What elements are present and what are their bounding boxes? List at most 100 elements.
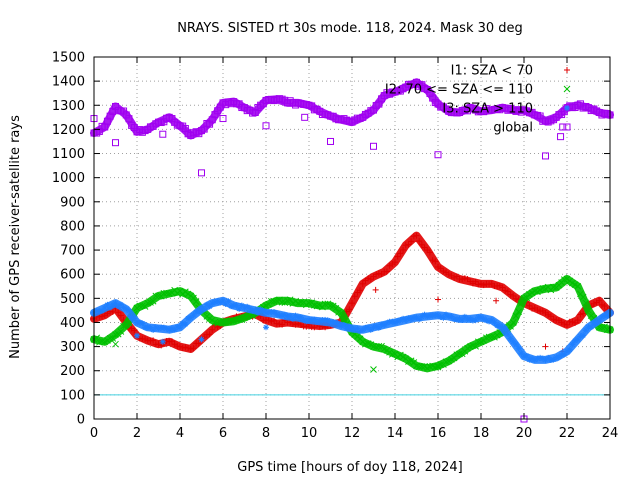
data-point — [271, 317, 278, 324]
outlier-point — [542, 343, 549, 350]
data-point — [512, 295, 519, 302]
series-4 — [90, 78, 614, 423]
data-point — [163, 338, 170, 345]
data-point — [405, 241, 412, 248]
data-point — [206, 303, 213, 310]
data-point — [529, 355, 536, 362]
data-point — [303, 318, 310, 325]
data-point — [451, 274, 458, 281]
data-point — [217, 299, 224, 306]
data-point — [421, 85, 429, 93]
data-point — [572, 337, 579, 344]
data-point — [260, 317, 267, 324]
data-point — [431, 99, 439, 107]
data-point — [195, 130, 203, 138]
data-point — [168, 338, 175, 345]
data-point — [526, 302, 533, 309]
legend-marker-1 — [564, 67, 570, 73]
outlier-point — [159, 130, 167, 138]
data-point — [432, 258, 439, 265]
data-point — [388, 88, 396, 96]
axis-layer: 0 2 4 6 8 10 12 14 16 18 20 22 240100200300400500600… — [52, 51, 618, 442]
outlier-point — [262, 122, 270, 130]
outlier-point — [434, 363, 442, 371]
data-point — [474, 108, 482, 116]
data-point — [335, 308, 342, 316]
data-point — [582, 299, 590, 307]
data-point — [99, 307, 106, 314]
data-point — [394, 253, 401, 260]
data-point — [139, 320, 146, 327]
data-point — [356, 335, 364, 343]
data-point — [580, 310, 587, 317]
data-point — [507, 291, 514, 298]
x-axis-label: GPS time [hours of doy 118, 2024] — [237, 460, 462, 475]
data-point — [486, 281, 493, 288]
x-tick-label: 2 — [133, 426, 141, 441]
data-point — [281, 96, 289, 104]
data-point — [131, 327, 138, 334]
data-point — [345, 117, 353, 125]
data-point — [588, 324, 595, 331]
data-point — [432, 312, 439, 319]
data-point — [268, 297, 275, 305]
data-point — [185, 344, 192, 351]
data-point — [222, 318, 230, 326]
data-point — [281, 299, 289, 306]
data-point — [485, 333, 493, 341]
data-point — [598, 323, 606, 331]
data-point — [550, 116, 558, 124]
data-point — [442, 105, 450, 113]
data-point — [249, 307, 256, 314]
data-point — [182, 321, 189, 328]
data-point — [507, 335, 514, 342]
y-tick-label: 1200 — [52, 123, 85, 138]
data-point — [464, 276, 471, 283]
data-point — [152, 120, 160, 128]
data-point — [281, 311, 288, 318]
data-point — [359, 280, 366, 287]
data-point — [571, 104, 579, 112]
data-point — [453, 109, 461, 117]
data-point — [351, 293, 358, 300]
data-point — [109, 107, 117, 115]
y-tick-label: 100 — [60, 388, 85, 403]
data-point — [292, 297, 299, 305]
data-point — [443, 311, 450, 318]
data-point — [292, 321, 299, 328]
data-point — [346, 323, 353, 330]
x-tick-label: 10 — [301, 426, 318, 441]
data-point — [488, 333, 496, 341]
data-point — [475, 314, 482, 321]
data-point — [152, 341, 159, 348]
outlier-point — [301, 113, 309, 121]
data-point — [292, 101, 300, 109]
data-point — [367, 326, 374, 333]
data-point — [227, 317, 235, 324]
data-point — [313, 105, 321, 113]
data-point — [601, 302, 608, 309]
data-point — [238, 302, 245, 309]
data-point — [378, 321, 385, 328]
y-tick-label: 800 — [60, 219, 85, 234]
data-point — [539, 307, 546, 314]
data-point — [335, 321, 342, 328]
y-tick-label: 1300 — [52, 99, 85, 114]
data-point — [163, 114, 171, 122]
data-point — [297, 321, 304, 328]
data-point — [402, 242, 409, 249]
data-point — [410, 80, 418, 88]
data-point — [502, 287, 509, 294]
data-point — [485, 106, 493, 114]
data-point — [593, 319, 600, 326]
data-point — [378, 95, 386, 103]
data-point — [464, 344, 471, 352]
data-point — [109, 301, 116, 308]
data-point — [115, 309, 122, 316]
data-point — [580, 332, 587, 339]
data-point — [174, 343, 181, 350]
data-point — [324, 300, 332, 308]
data-point — [238, 316, 246, 323]
data-point — [550, 356, 557, 363]
data-point — [502, 325, 509, 332]
